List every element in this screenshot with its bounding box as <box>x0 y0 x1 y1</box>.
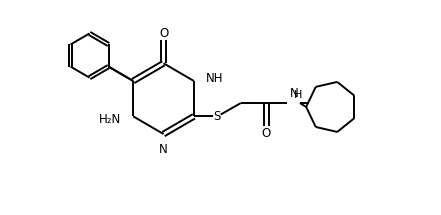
Text: H₂N: H₂N <box>99 113 121 126</box>
Text: S: S <box>213 110 220 123</box>
Text: H: H <box>294 91 302 100</box>
Text: O: O <box>262 127 271 140</box>
Text: N: N <box>159 143 168 156</box>
Text: O: O <box>159 27 168 40</box>
Text: NH: NH <box>206 72 224 85</box>
Text: N: N <box>289 88 298 100</box>
